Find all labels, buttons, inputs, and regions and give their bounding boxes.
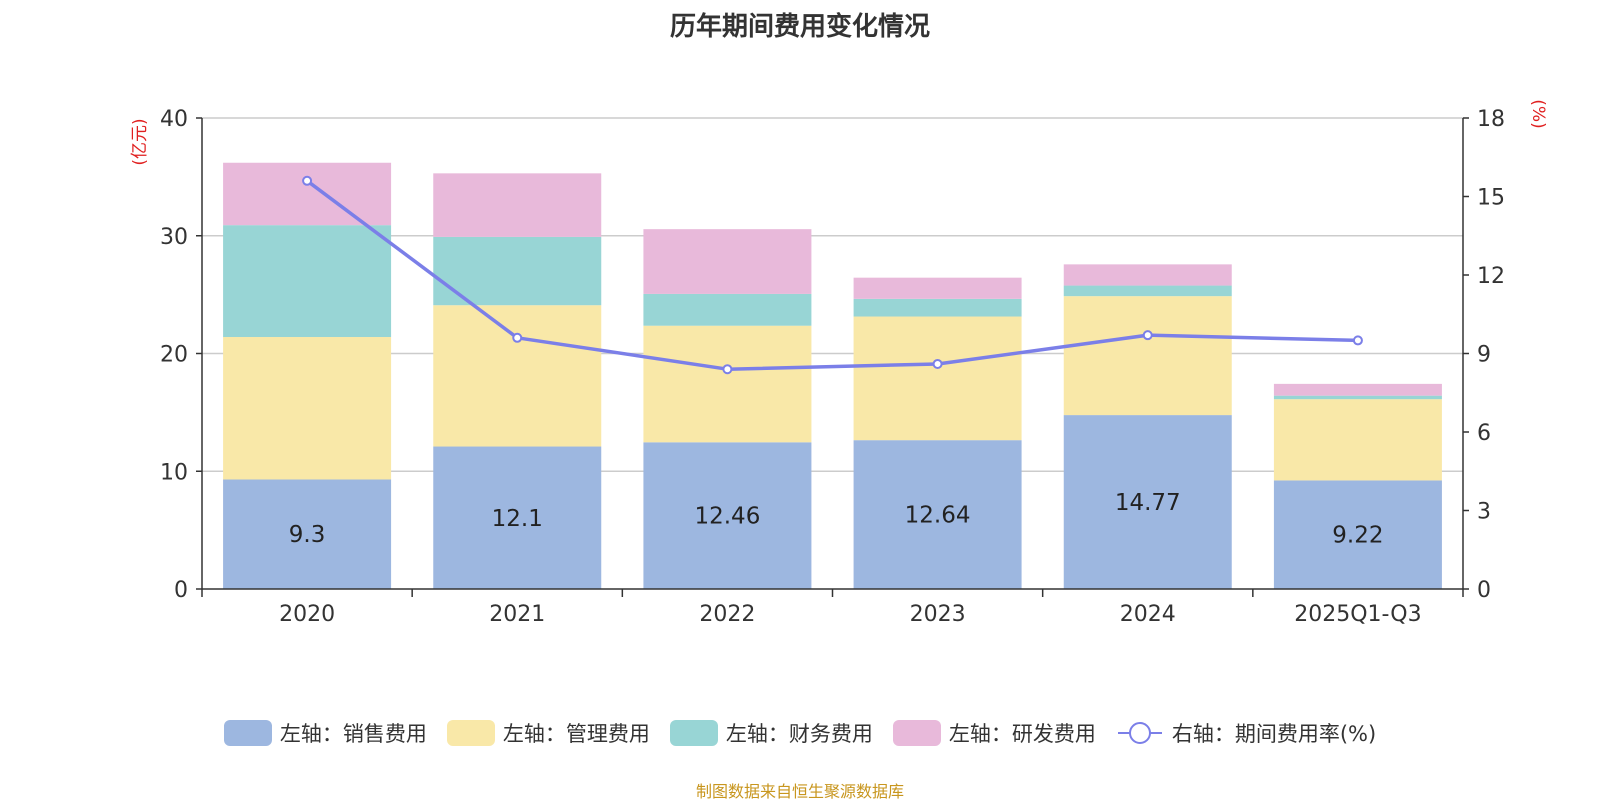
bar-segment-3 <box>1063 264 1232 286</box>
bar-data-label: 12.1 <box>492 506 543 532</box>
legend-swatch-admin <box>446 720 495 746</box>
legend-label-sales: 左轴：销售费用 <box>279 722 427 746</box>
x-tick-label: 2024 <box>1120 602 1176 627</box>
chart-title: 历年期间费用变化情况 <box>669 12 930 42</box>
y-right-tick-label: 9 <box>1477 343 1491 368</box>
expense-rate-point <box>722 364 733 375</box>
bar-segment-2 <box>643 293 812 326</box>
bar-segment-0 <box>853 440 1022 589</box>
y-right-tick-label: 0 <box>1477 578 1491 603</box>
bar-segment-3 <box>1273 383 1442 396</box>
y-right-axis-label: (%) <box>1528 99 1548 128</box>
bar-data-label: 12.64 <box>905 503 971 529</box>
legend-line-marker-icon <box>1117 722 1162 744</box>
bar-segment-1 <box>643 325 812 443</box>
legend-item-rnd[interactable]: 左轴：研发费用 <box>892 718 1096 748</box>
bar-segment-3 <box>643 229 812 294</box>
chart-legend: 左轴：销售费用 左轴：管理费用 左轴：财务费用 左轴：研发费用 右轴：期间费用率… <box>0 718 1600 748</box>
y-left-tick-label: 10 <box>160 460 188 485</box>
bar-segment-0 <box>433 446 602 589</box>
expense-rate-point <box>1352 335 1363 346</box>
x-tick-label: 2020 <box>279 602 335 627</box>
source-note: 制图数据来自恒生聚源数据库 <box>695 782 904 801</box>
bar-segment-2 <box>1273 395 1442 400</box>
bar-segment-1 <box>853 316 1022 441</box>
y-left-tick-label: 20 <box>160 343 188 368</box>
chart-canvas: 0 10 20 30 40 0 3 6 9 12 15 18 9.3 2020 12.1 2021 12.46 2… <box>130 99 1548 627</box>
y-right-tick-label: 3 <box>1477 500 1491 525</box>
bar-segment-1 <box>1063 296 1232 416</box>
bar-segment-2 <box>223 225 392 338</box>
y-left-axis-label: (亿元) <box>130 118 150 165</box>
y-left-tick-label: 30 <box>160 225 188 250</box>
legend-label-rnd: 左轴：研发费用 <box>948 722 1096 746</box>
x-tick-label: 2023 <box>910 602 966 627</box>
y-right-tick-label: 12 <box>1477 264 1505 289</box>
y-left-tick-label: 0 <box>174 578 188 603</box>
expense-rate-point <box>512 332 523 343</box>
expense-rate-point <box>1142 330 1153 341</box>
bar-segment-1 <box>1273 399 1442 481</box>
bar-segment-0 <box>223 479 392 589</box>
bar-segment-3 <box>433 173 602 237</box>
legend-swatch-sales <box>223 720 272 746</box>
bar-segment-1 <box>433 305 602 447</box>
legend-item-sales[interactable]: 左轴：销售费用 <box>223 718 427 748</box>
bar-data-label: 12.46 <box>694 504 760 530</box>
bar-segment-0 <box>1273 480 1442 589</box>
legend-swatch-rnd <box>892 720 941 746</box>
x-tick-label: 2022 <box>699 602 755 627</box>
bar-segment-1 <box>223 337 392 480</box>
expense-rate-point <box>302 175 313 186</box>
bar-data-label: 9.22 <box>1332 523 1383 549</box>
expense-rate-point <box>932 358 943 369</box>
bar-data-label: 9.3 <box>289 522 326 548</box>
y-left-tick-label: 40 <box>160 107 188 132</box>
legend-label-admin: 左轴：管理费用 <box>502 722 650 746</box>
x-tick-label: 2021 <box>489 602 545 627</box>
legend-item-expense-rate[interactable]: 右轴：期间费用率(%) <box>1116 718 1376 748</box>
bar-data-label: 14.77 <box>1115 490 1181 516</box>
bar-segment-0 <box>643 442 812 589</box>
bar-segment-3 <box>853 277 1022 299</box>
legend-item-finance[interactable]: 左轴：财务费用 <box>669 718 873 748</box>
bar-segment-2 <box>1063 285 1232 297</box>
legend-label-finance: 左轴：财务费用 <box>725 722 873 746</box>
bar-segment-3 <box>223 162 392 226</box>
expense-rate-line <box>306 179 1358 371</box>
y-right-tick-label: 15 <box>1477 186 1505 211</box>
legend-item-admin[interactable]: 左轴：管理费用 <box>446 718 650 748</box>
bar-segment-2 <box>853 298 1022 317</box>
legend-label-expense-rate: 右轴：期间费用率(%) <box>1171 722 1377 746</box>
y-right-tick-label: 6 <box>1477 421 1491 446</box>
legend-swatch-finance <box>669 720 718 746</box>
y-right-tick-label: 18 <box>1477 107 1505 132</box>
x-tick-label: 2025Q1-Q3 <box>1294 602 1421 627</box>
bar-segment-0 <box>1063 415 1232 589</box>
